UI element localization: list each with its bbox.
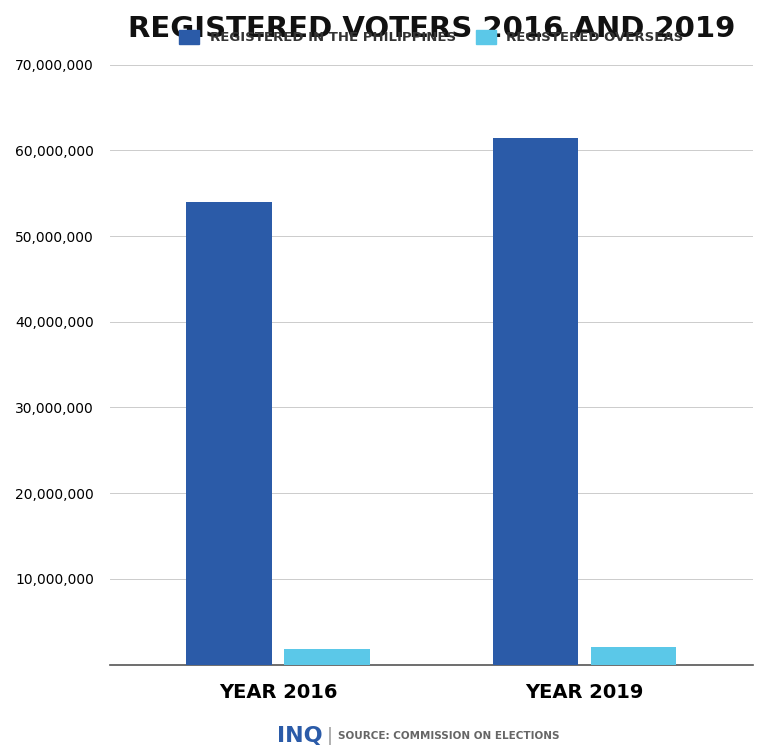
Legend: REGISTERED IN THE PHILIPPINES, REGISTERED OVERSEAS: REGISTERED IN THE PHILIPPINES, REGISTERE… (173, 23, 690, 51)
Title: REGISTERED VOTERS 2016 AND 2019: REGISTERED VOTERS 2016 AND 2019 (127, 15, 735, 43)
Text: INQ: INQ (277, 726, 323, 746)
Bar (493, 137, 578, 664)
Text: SOURCE: COMMISSION ON ELECTIONS: SOURCE: COMMISSION ON ELECTIONS (338, 731, 559, 741)
Bar (591, 647, 677, 664)
Text: |: | (327, 727, 333, 745)
Bar (284, 649, 370, 664)
Bar (187, 202, 272, 664)
